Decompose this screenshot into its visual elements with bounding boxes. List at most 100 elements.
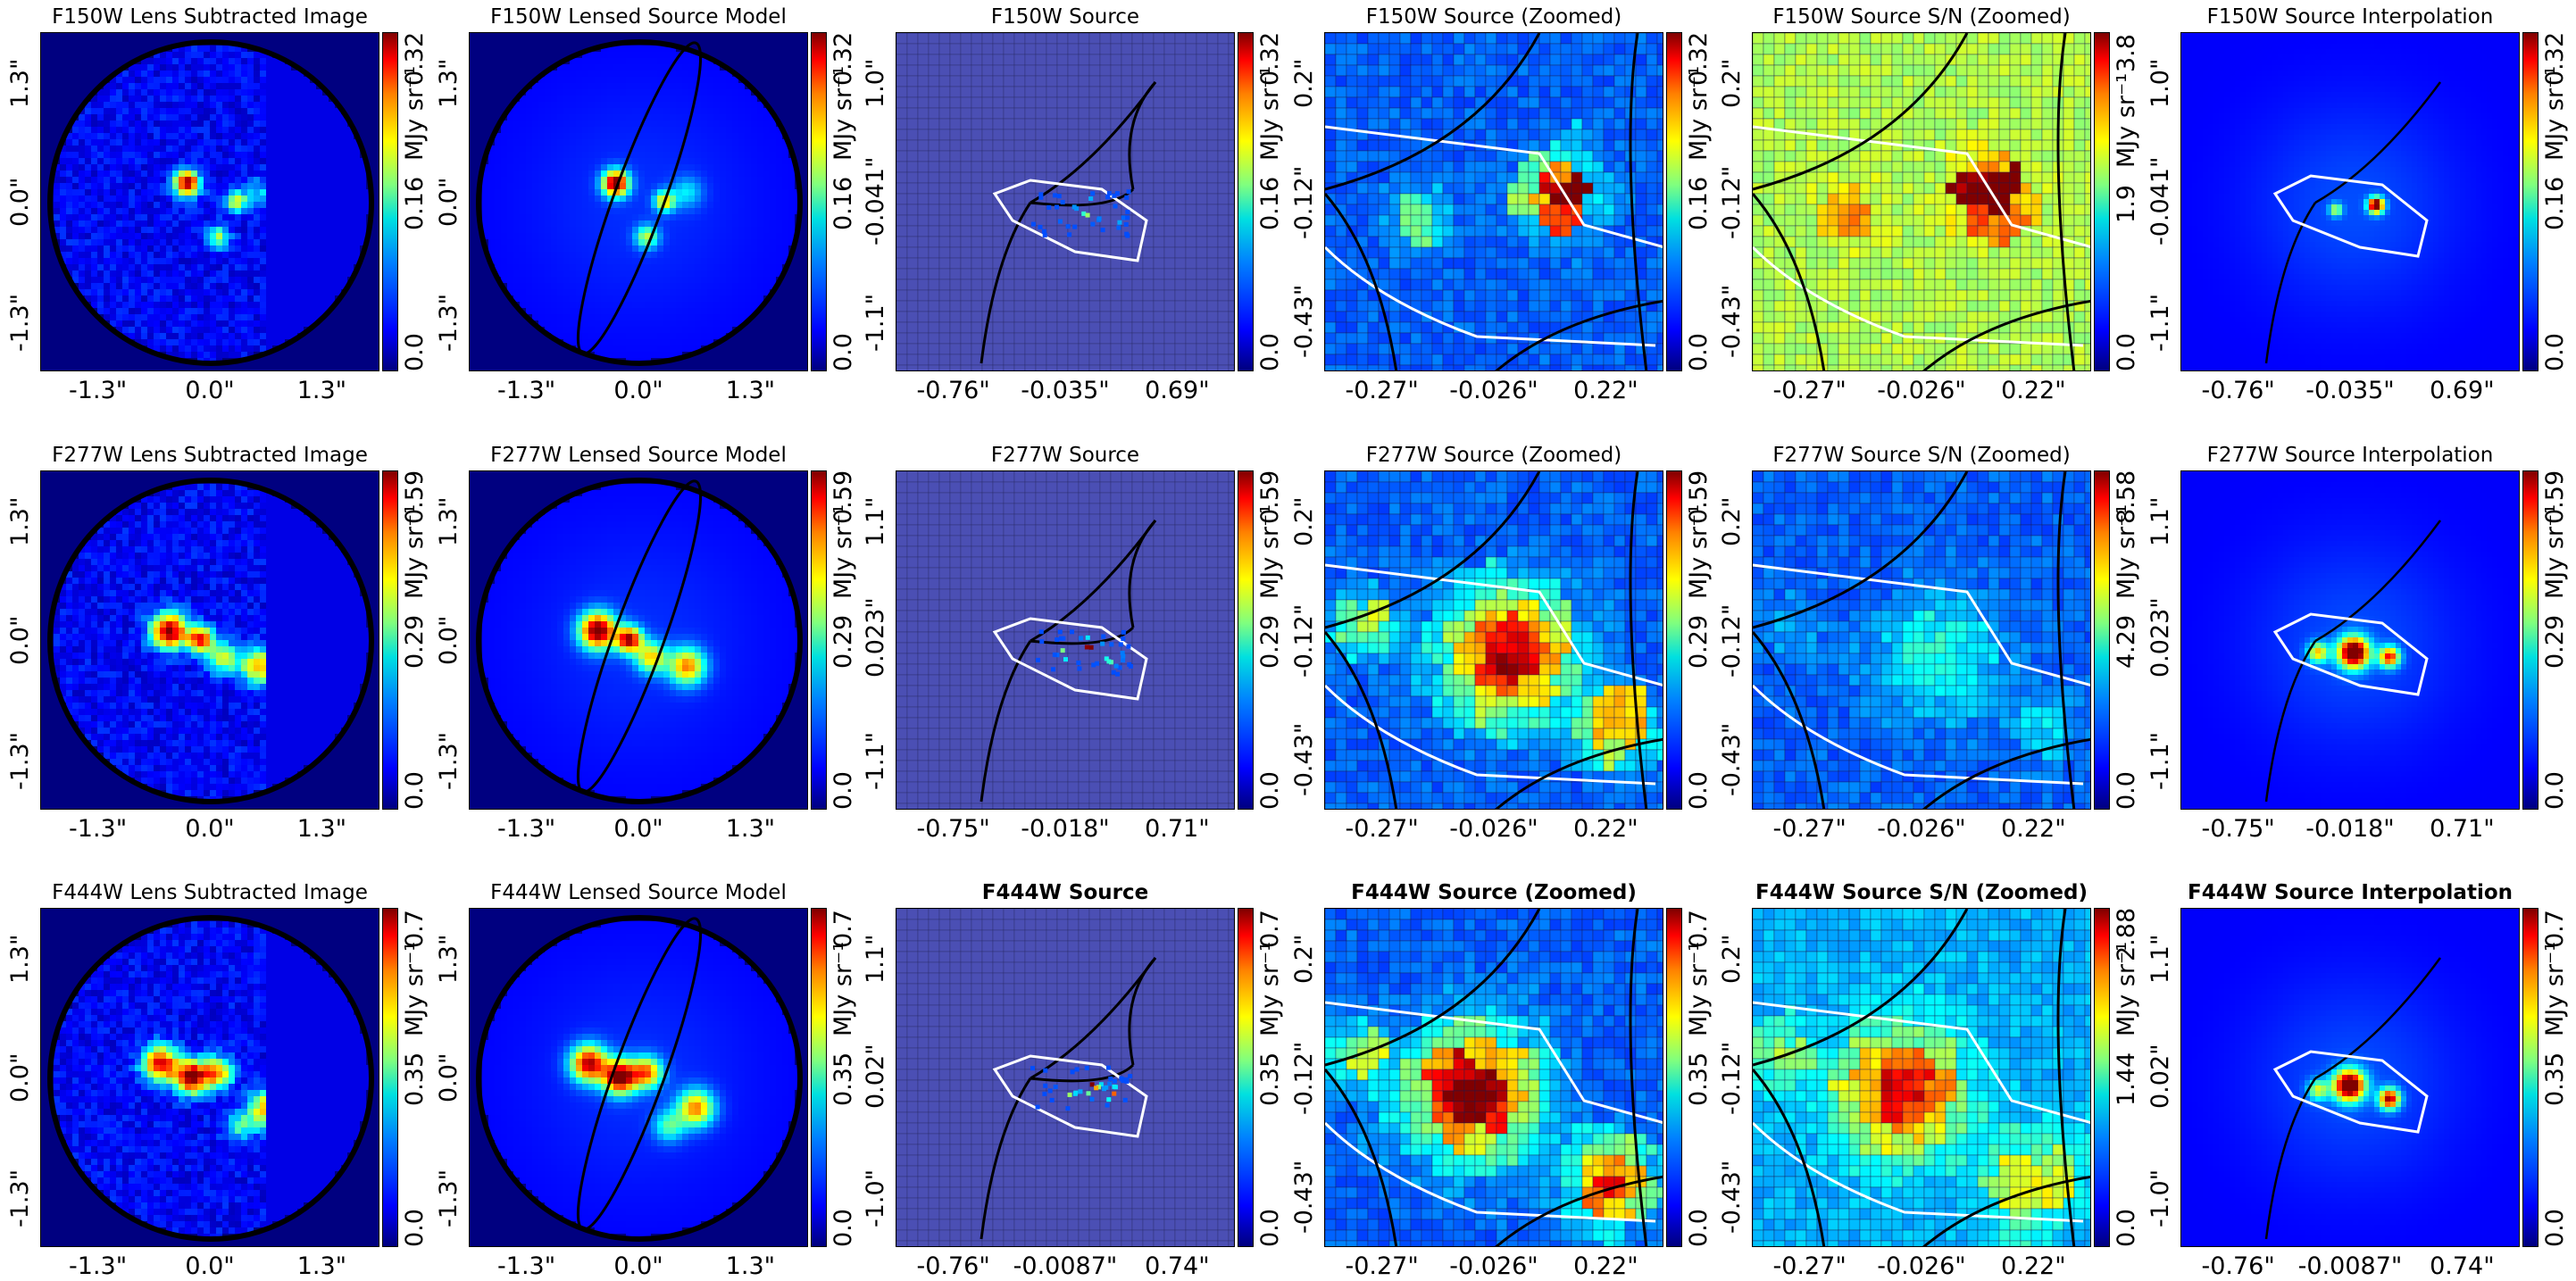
pixel [272,239,279,245]
pixel [682,195,688,202]
pixel [801,177,807,183]
pixel [172,289,179,295]
pixel [254,183,260,189]
pixel [745,158,751,164]
pixel [576,183,582,189]
pixel [726,96,732,102]
pixel [116,39,122,46]
pixel [310,114,316,121]
pixel [172,114,179,121]
pixel [532,46,538,52]
pixel [254,139,260,146]
pixel [310,208,316,214]
pixel [229,264,235,270]
pixel [229,252,235,258]
pixel [341,164,347,171]
pixel [122,289,129,295]
pixel [222,277,229,283]
pixel [366,277,372,283]
pixel [563,245,570,252]
pixel [41,333,47,339]
pixel [588,220,595,227]
pixel [97,358,104,364]
pixel [60,52,66,58]
pixel [335,52,341,58]
pixel [595,227,601,233]
pixel [210,327,216,333]
pixel [254,58,260,64]
pixel [626,52,632,58]
pixel [141,245,147,252]
pixel [66,314,72,320]
pixel [347,358,354,364]
pixel [322,183,329,189]
pixel [79,245,85,252]
pixel [372,139,379,146]
pixel [141,270,147,277]
pixel [807,171,808,177]
pixel [285,83,291,89]
pixel [701,33,707,39]
pixel [707,33,713,39]
pixel [197,114,204,121]
pixel [645,127,651,133]
pixel [285,358,291,364]
pixel [266,264,272,270]
pixel [166,302,172,308]
pixel [645,71,651,77]
pixel [104,239,110,245]
pixel [85,152,91,158]
pixel [241,121,247,127]
pixel [682,64,688,71]
pixel [210,46,216,52]
pixel [316,245,322,252]
pixel [185,171,191,177]
pixel [179,33,185,39]
pixel [632,189,638,195]
pixel [66,71,72,77]
pixel [638,58,645,64]
pixel [122,245,129,252]
pixel [360,333,366,339]
pixel [495,58,501,64]
pixel [254,102,260,108]
pixel [488,39,495,46]
pixel [279,83,285,89]
pixel [607,208,613,214]
pixel [66,333,72,339]
pixel [122,327,129,333]
pixel [47,352,54,358]
pixel [322,358,329,364]
pixel [260,339,266,345]
pixel [360,233,366,239]
pixel [520,233,526,239]
pixel [279,327,285,333]
pixel [638,71,645,77]
pixel [788,102,795,108]
pixel [197,252,204,258]
pixel [745,39,751,46]
pixel [776,202,782,208]
pixel [297,233,304,239]
pixel [651,133,657,139]
pixel [601,252,607,258]
pixel [701,202,707,208]
pixel [613,102,620,108]
pixel [197,127,204,133]
pixel [513,233,520,239]
pixel [204,189,210,195]
pixel [322,102,329,108]
pixel [713,239,720,245]
pixel [72,183,79,189]
pixel [222,339,229,345]
pixel [495,195,501,202]
pixel [204,277,210,283]
pixel [116,277,122,283]
pixel [372,289,379,295]
pixel [60,345,66,352]
pixel [285,158,291,164]
pixel [241,64,247,71]
pixel [526,102,532,108]
pixel [601,164,607,171]
pixel [197,258,204,264]
